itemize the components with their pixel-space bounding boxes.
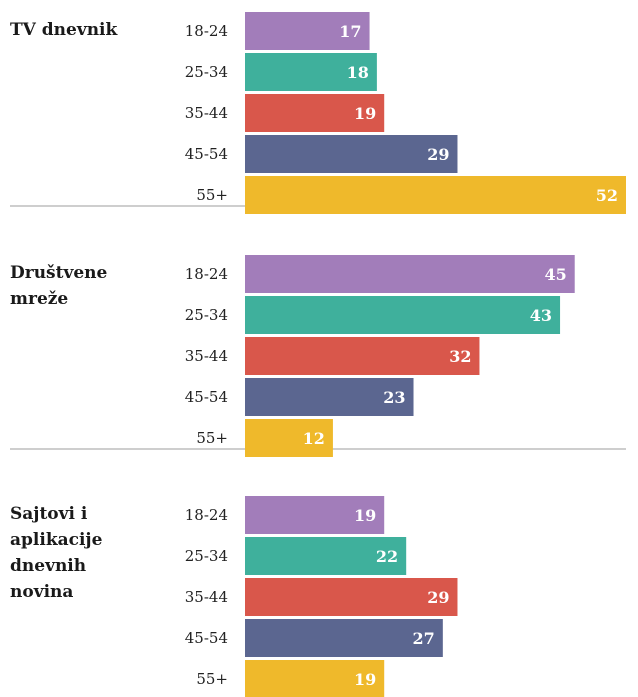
category-label: 45-54 [185,388,228,406]
bar [245,296,561,334]
bar [245,537,407,575]
category-label: 18-24 [185,22,228,40]
bar [245,378,414,416]
category-label: 35-44 [185,588,228,606]
bar [245,53,377,91]
bar [245,578,458,616]
category-label: 25-34 [185,63,228,81]
value-label: 29 [427,145,449,164]
value-label: 18 [347,63,369,82]
bar [245,619,443,657]
bar [245,419,333,457]
bar [245,176,626,214]
value-label: 27 [413,629,435,648]
category-label: 25-34 [185,547,228,565]
category-label: 55+ [196,186,228,204]
value-label: 29 [427,588,449,607]
category-label: 45-54 [185,629,228,647]
group-title: novina [10,582,73,602]
bar [245,496,385,534]
group-title: Društvene [10,263,108,283]
category-label: 45-54 [185,145,228,163]
category-label: 55+ [196,429,228,447]
category-label: 35-44 [185,104,228,122]
group-title: mreže [10,289,68,309]
value-label: 12 [303,429,325,448]
value-label: 19 [354,506,376,525]
value-label: 43 [530,306,552,325]
category-label: 18-24 [185,506,228,524]
group-title: dnevnih [10,556,86,576]
value-label: 19 [354,670,376,689]
group-title: aplikacije [10,530,103,550]
bar [245,12,370,50]
category-label: 35-44 [185,347,228,365]
value-label: 19 [354,104,376,123]
value-label: 17 [339,22,361,41]
bar [245,337,480,375]
bar [245,660,385,697]
bar [245,255,575,293]
group-title: Sajtovi i [10,504,88,524]
category-label: 25-34 [185,306,228,324]
bar [245,135,458,173]
category-label: 55+ [196,670,228,688]
value-label: 32 [449,347,471,366]
category-label: 18-24 [185,265,228,283]
value-label: 23 [383,388,405,407]
value-label: 52 [596,186,618,205]
value-label: 22 [376,547,398,566]
bar [245,94,385,132]
group-title: TV dnevnik [10,20,119,40]
value-label: 45 [544,265,566,284]
